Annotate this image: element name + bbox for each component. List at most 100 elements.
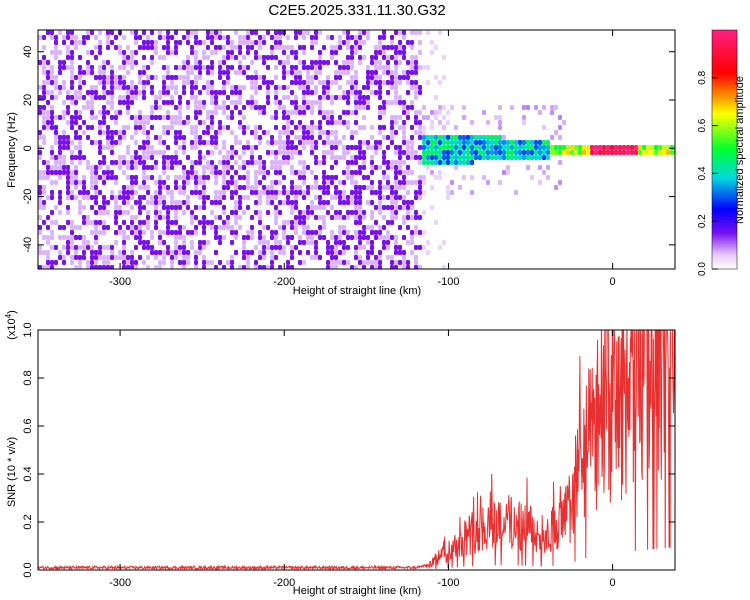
spectrogram-cell <box>270 140 274 145</box>
spectrogram-cell <box>514 145 518 150</box>
spectrogram-cell <box>106 30 110 35</box>
spectrogram-cell <box>438 140 442 145</box>
spectrogram-cell <box>378 60 382 65</box>
spectrogram-cell <box>134 265 138 269</box>
spectrogram-cell <box>374 60 378 65</box>
spectrogram-cell <box>122 195 126 200</box>
spectrogram-cell <box>446 120 450 125</box>
spectrogram-cell <box>110 65 114 70</box>
spectrogram-cell <box>374 70 378 75</box>
spectrogram-cell <box>374 80 378 85</box>
spectrogram-cell <box>450 150 454 155</box>
spectrogram-cell <box>498 150 502 155</box>
spectrogram-cell <box>58 65 62 70</box>
spectrogram-cell <box>158 215 162 220</box>
spectrogram-cell <box>130 220 134 225</box>
spectrogram-cell <box>298 190 302 195</box>
spectrogram-cell <box>422 210 426 215</box>
spectrogram-cell <box>382 80 386 85</box>
spectrogram-cell <box>418 145 422 150</box>
spectrogram-cell <box>246 180 250 185</box>
spectrogram-cell <box>54 130 58 135</box>
spectrogram-cell <box>538 150 542 155</box>
spectrogram-cell <box>346 195 350 200</box>
spectrogram-cell <box>146 40 150 45</box>
spectrogram-cell <box>174 235 178 240</box>
spectrogram-cell <box>274 230 278 235</box>
spectrogram-cell <box>270 185 274 190</box>
spectrogram-cell <box>66 180 70 185</box>
spectrogram-cell <box>410 240 414 245</box>
spectrogram-cell <box>490 150 494 155</box>
spectrogram-cell <box>38 205 42 210</box>
spectrogram-cell <box>278 250 282 255</box>
spectrogram-cell <box>346 90 350 95</box>
spectrogram-cell <box>182 210 186 215</box>
spectrogram-cell <box>62 130 66 135</box>
spectrogram-cell <box>42 45 46 50</box>
spectrogram-cell <box>66 55 70 60</box>
spectrogram-cell <box>662 145 666 150</box>
spectrogram-cell <box>518 140 522 145</box>
spectrogram-cell <box>90 125 94 130</box>
spectrogram-cell <box>326 115 330 120</box>
spectrogram-cell <box>406 170 410 175</box>
spectrogram-cell <box>210 65 214 70</box>
spectrogram-cell <box>358 90 362 95</box>
spectrogram-cell <box>186 175 190 180</box>
spectrogram-cell <box>98 80 102 85</box>
spectrogram-cell <box>290 190 294 195</box>
spectrogram-cell <box>422 115 426 120</box>
spectrogram-cell <box>214 110 218 115</box>
spectrogram-cell <box>350 180 354 185</box>
spectrogram-cell <box>138 230 142 235</box>
spectrogram-cell <box>586 150 590 155</box>
spectrogram-cell <box>78 65 82 70</box>
spectrogram-cell <box>382 135 386 140</box>
spectrogram-cell <box>146 265 150 269</box>
spectrogram-cell <box>330 165 334 170</box>
spectrogram-cell <box>54 160 58 165</box>
spectrogram-cell <box>306 210 310 215</box>
spectrogram-cell <box>562 150 566 155</box>
spectrogram-cell <box>158 195 162 200</box>
spectrogram-cell <box>218 30 222 35</box>
spectrogram-cell <box>262 245 266 250</box>
spectrogram-cell <box>130 215 134 220</box>
spectrogram-cell <box>42 80 46 85</box>
spectrogram-cell <box>306 70 310 75</box>
spectrogram-cell <box>106 225 110 230</box>
spectrogram-cell <box>154 50 158 55</box>
spectrogram-cell <box>326 110 330 115</box>
spectrogram-cell <box>110 30 114 35</box>
spectrogram-cell <box>302 210 306 215</box>
spectrogram-cell <box>374 255 378 260</box>
spectrogram-cell <box>390 35 394 40</box>
spectrogram-cell <box>38 250 42 255</box>
spectrogram-cell <box>282 105 286 110</box>
spectrogram-cell <box>246 100 250 105</box>
spectrogram-cell <box>262 190 266 195</box>
spectrogram-cell <box>410 140 414 145</box>
spectrogram-cell <box>130 50 134 55</box>
spectrogram-cell <box>126 185 130 190</box>
spectrogram-cell <box>298 30 302 35</box>
spectrogram-cell <box>174 30 178 35</box>
spectrogram-cell <box>70 245 74 250</box>
snr-y-multiplier-exp: 4 <box>4 313 13 318</box>
spectrogram-cell <box>274 165 278 170</box>
spectrogram-cell <box>110 160 114 165</box>
spectrogram-cell <box>234 45 238 50</box>
spectrogram-cell <box>438 105 442 110</box>
spectrogram-cell <box>270 255 274 260</box>
spectrogram-cell <box>370 155 374 160</box>
spectrogram-cell <box>250 145 254 150</box>
spectrogram-cell <box>66 190 70 195</box>
spectrogram-cell <box>38 170 42 175</box>
spectrogram-cell <box>258 220 262 225</box>
spectrogram-cell <box>266 95 270 100</box>
spectrogram-cell <box>246 255 250 260</box>
spectrogram-cell <box>90 30 94 35</box>
snr-y-multiplier-base: (x10 <box>6 318 18 339</box>
spectrogram-cell <box>526 155 530 160</box>
